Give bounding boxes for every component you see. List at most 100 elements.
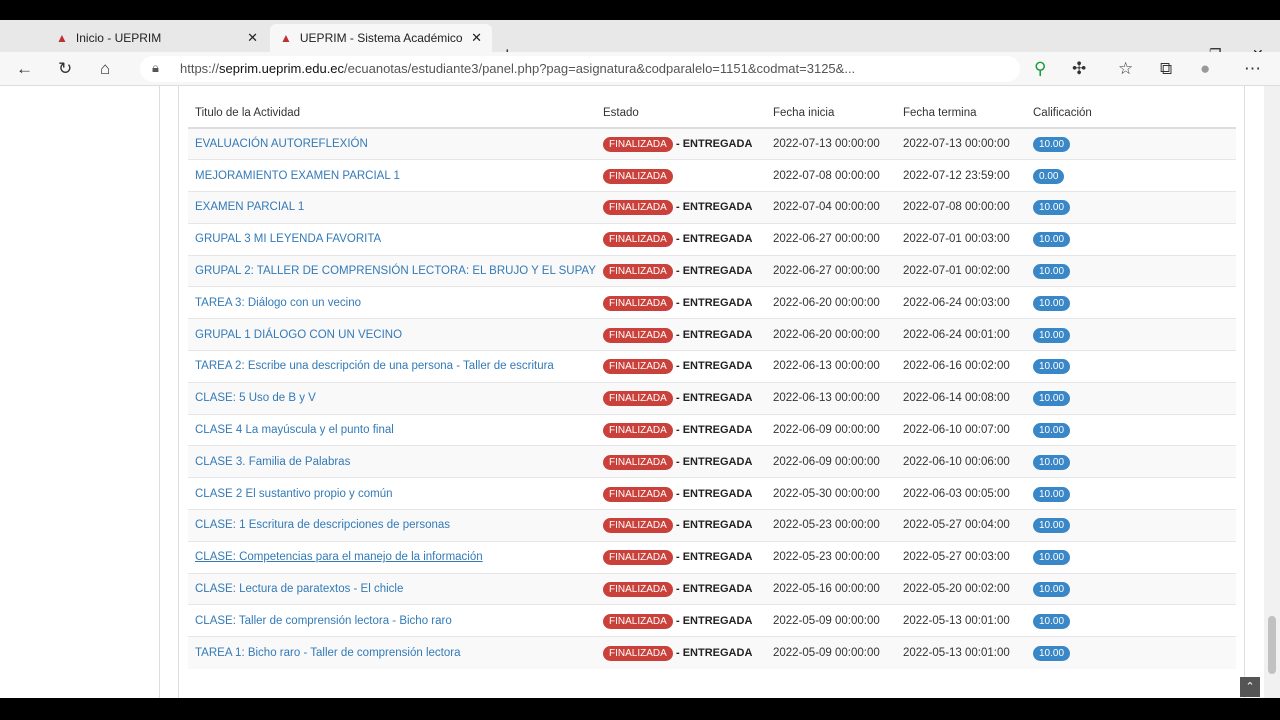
activity-link[interactable]: CLASE: 1 Escritura de descripciones de p… [195, 519, 451, 532]
activity-link[interactable]: TAREA 1: Bicho raro - Taller de comprens… [195, 646, 461, 659]
scroll-to-top-button[interactable]: ⌃ [1240, 677, 1260, 697]
url-path: /ecuanotas/estudiante3/panel.php?pag=asi… [344, 61, 856, 76]
table-row: CLASE: 5 Uso de B y V FINALIZADA - ENTRE… [188, 381, 1236, 415]
extensions-icon[interactable]: ✣ [1072, 59, 1087, 78]
table-row: TAREA 1: Bicho raro - Taller de comprens… [188, 636, 1236, 669]
grade-badge: 10.00 [1033, 454, 1071, 470]
url-prefix: https:// [180, 61, 220, 76]
start-date: 2022-06-09 00:00:00 [766, 445, 896, 478]
end-date: 2022-05-20 00:02:00 [896, 572, 1026, 605]
start-date: 2022-05-16 00:00:00 [766, 572, 896, 605]
start-date: 2022-06-13 00:00:00 [766, 381, 896, 415]
end-date: 2022-06-14 00:08:00 [896, 381, 1026, 415]
url-input[interactable]: 🔒︎ https://seprim.ueprim.edu.ec/ecuanotas… [140, 56, 1020, 82]
activity-link[interactable]: CLASE: Taller de comprensión lectora - B… [195, 614, 452, 627]
delivered-label: - ENTREGADA [676, 487, 753, 500]
status-badge: FINALIZADA [603, 200, 673, 216]
extension-icon[interactable]: ⚲ [1034, 59, 1047, 78]
delivered-label: - ENTREGADA [676, 201, 753, 214]
scrollbar[interactable] [1264, 86, 1280, 698]
start-date: 2022-06-09 00:00:00 [766, 413, 896, 446]
delivered-label: - ENTREGADA [676, 392, 753, 405]
status-badge: FINALIZADA [603, 264, 673, 280]
activity-link[interactable]: TAREA 2: Escribe una descripción de una … [195, 360, 554, 373]
status-badge: FINALIZADA [603, 613, 673, 629]
start-date: 2022-06-13 00:00:00 [766, 350, 896, 383]
activity-link[interactable]: TAREA 3: Diálogo con un vecino [195, 296, 361, 309]
tab-title: UEPRIM - Sistema Académico [299, 31, 463, 45]
grade-badge: 10.00 [1033, 518, 1071, 534]
address-bar-row: ← ↻ ⌂ 🔒︎ https://seprim.ueprim.edu.ec/ecu… [0, 52, 1280, 86]
header-title: Titulo de la Actividad [188, 98, 596, 129]
activity-link[interactable]: CLASE: Competencias para el manejo de la… [195, 551, 483, 564]
activity-link[interactable]: GRUPAL 2: TALLER DE COMPRENSIÓN LECTORA:… [195, 265, 596, 278]
scrollbar-thumb[interactable] [1268, 616, 1276, 674]
delivered-label: - ENTREGADA [676, 455, 753, 468]
delivered-label: - ENTREGADA [676, 328, 753, 341]
grade-badge: 10.00 [1033, 645, 1071, 661]
start-date: 2022-05-23 00:00:00 [766, 509, 896, 542]
table-row: TAREA 2: Escribe una descripción de una … [188, 350, 1236, 383]
start-date: 2022-07-08 00:00:00 [766, 159, 896, 192]
end-date: 2022-07-01 00:02:00 [896, 254, 1026, 287]
table-row: CLASE 3. Familia de Palabras FINALIZADA … [188, 445, 1236, 478]
profile-avatar[interactable]: ● [1200, 59, 1211, 78]
delivered-label: - ENTREGADA [676, 265, 753, 278]
activity-link[interactable]: GRUPAL 1 DIÁLOGO CON UN VECINO [195, 328, 403, 341]
start-date: 2022-07-13 00:00:00 [766, 127, 896, 160]
tab-sistema-academico[interactable]: ▲ UEPRIM - Sistema Académico ✕ [270, 24, 492, 52]
end-date: 2022-05-27 00:03:00 [896, 540, 1026, 574]
activity-link[interactable]: CLASE 4 La mayúscula y el punto final [195, 424, 394, 437]
back-icon[interactable]: ← [16, 59, 33, 78]
start-date: 2022-06-20 00:00:00 [766, 286, 896, 319]
page-content: Titulo de la Actividad Estado Fecha inic… [0, 86, 1264, 698]
activity-link[interactable]: EXAMEN PARCIAL 1 [195, 201, 305, 214]
delivered-label: - ENTREGADA [676, 551, 753, 564]
table-row: CLASE: Competencias para el manejo de la… [188, 540, 1236, 574]
table-row: EVALUACIÓN AUTOREFLEXIÓN FINALIZADA - EN… [188, 127, 1236, 160]
url-domain: seprim.ueprim.edu.ec [219, 61, 345, 76]
activity-link[interactable]: EVALUACIÓN AUTOREFLEXIÓN [195, 138, 368, 151]
end-date: 2022-07-13 00:00:00 [896, 127, 1026, 160]
table-row: CLASE: Lectura de paratextos - El chicle… [188, 572, 1236, 605]
status-badge: FINALIZADA [603, 582, 673, 598]
collections-icon[interactable]: ⧉ [1160, 59, 1173, 78]
grade-badge: 10.00 [1033, 295, 1071, 311]
status-badge: FINALIZADA [603, 645, 673, 661]
grade-badge: 10.00 [1033, 200, 1071, 216]
activity-link[interactable]: CLASE: 5 Uso de B y V [195, 392, 316, 405]
activity-link[interactable]: CLASE: Lectura de paratextos - El chicle [195, 583, 404, 596]
favorites-icon[interactable]: ☆ [1118, 59, 1134, 78]
home-icon[interactable]: ⌂ [100, 59, 111, 78]
tab-bar: ▭ ▲Inicio - UEPRIM✕ ▲UEPRIM - Sistema Ac… [0, 20, 1280, 64]
table-row: TAREA 3: Diálogo con un vecino FINALIZAD… [188, 286, 1236, 319]
table-row: CLASE: 1 Escritura de descripciones de p… [188, 509, 1236, 542]
delivered-label: - ENTREGADA [676, 296, 753, 309]
lock-icon: 🔒︎ [152, 60, 159, 75]
tab-title: Inicio - UEPRIM [75, 31, 162, 45]
start-date: 2022-07-04 00:00:00 [766, 191, 896, 224]
delivered-label: - ENTREGADA [676, 519, 753, 532]
activities-panel [178, 86, 1245, 698]
activities-table: Titulo de la Actividad Estado Fecha inic… [188, 98, 1236, 669]
status-badge: FINALIZADA [603, 232, 673, 248]
grade-badge: 10.00 [1033, 264, 1071, 280]
grade-badge: 10.00 [1033, 359, 1071, 375]
activity-link[interactable]: CLASE 3. Familia de Palabras [195, 455, 351, 468]
menu-icon[interactable]: ⋯ [1244, 59, 1261, 78]
activity-link[interactable]: GRUPAL 3 MI LEYENDA FAVORITA [195, 233, 382, 246]
table-row: GRUPAL 3 MI LEYENDA FAVORITA FINALIZADA … [188, 222, 1236, 256]
activity-link[interactable]: MEJORAMIENTO EXAMEN PARCIAL 1 [195, 169, 400, 182]
grade-badge: 10.00 [1033, 232, 1071, 248]
end-date: 2022-06-10 00:07:00 [896, 413, 1026, 446]
status-badge: FINALIZADA [603, 454, 673, 470]
refresh-icon[interactable]: ↻ [58, 59, 73, 78]
ueprim-favicon: ▲ [56, 31, 68, 45]
grade-badge: 10.00 [1033, 327, 1071, 343]
header-end: Fecha termina [896, 98, 1026, 129]
close-tab-icon[interactable]: ✕ [471, 30, 482, 45]
close-tab-icon[interactable]: ✕ [247, 30, 258, 45]
tab-inicio[interactable]: ▲ Inicio - UEPRIM ✕ [46, 24, 268, 52]
activity-link[interactable]: CLASE 2 El sustantivo propio y común [195, 487, 393, 500]
grade-badge: 0.00 [1033, 168, 1065, 184]
